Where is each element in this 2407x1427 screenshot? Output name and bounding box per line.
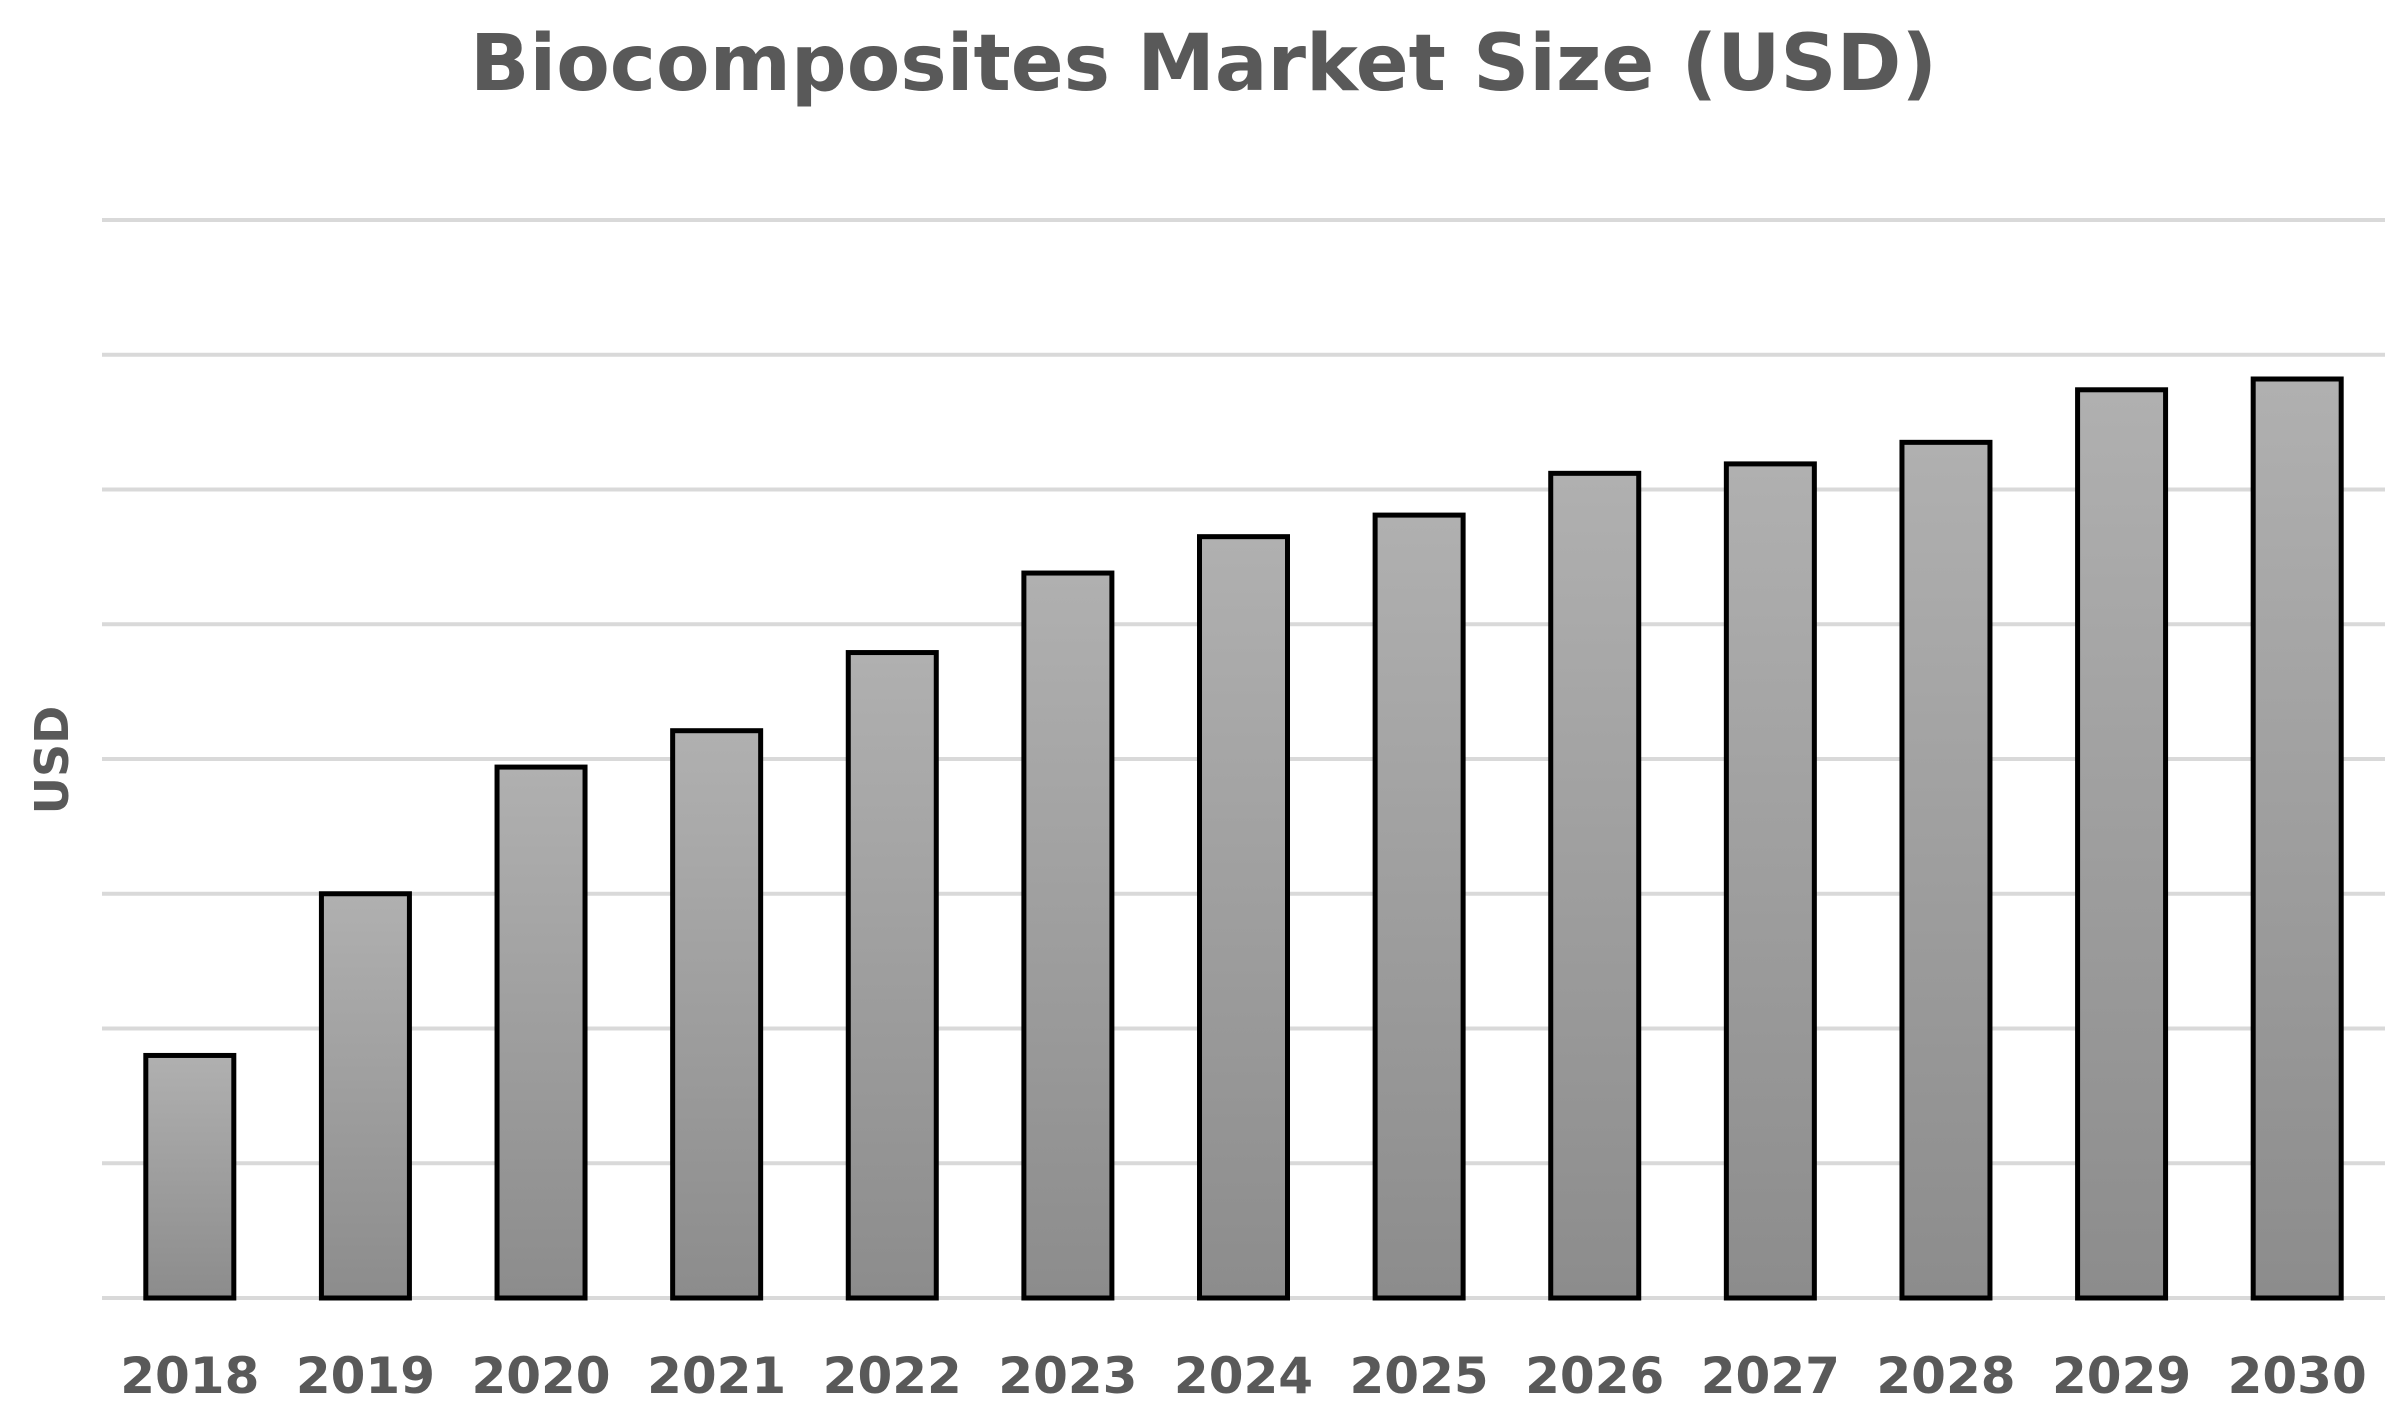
x-tick-label-2025: 2025 xyxy=(1350,1347,1489,1405)
y-axis-label: USD xyxy=(25,706,79,815)
bar-2026 xyxy=(1548,470,1642,1301)
x-axis-tick-labels: 2018 2019 2020 2021 2022 2023 2024 2025 2026 2027… xyxy=(120,1347,2367,1405)
x-tick-label-2029: 2029 xyxy=(2052,1347,2191,1405)
bar-2028 xyxy=(1899,439,1993,1301)
bar-2021 xyxy=(670,728,764,1301)
x-tick-label-2018: 2018 xyxy=(120,1347,259,1405)
x-tick-label-2019: 2019 xyxy=(296,1347,435,1405)
bar-2019 xyxy=(318,891,412,1301)
x-tick-label-2024: 2024 xyxy=(1174,1347,1313,1405)
bars xyxy=(143,376,2344,1301)
bar-2023 xyxy=(1021,570,1115,1301)
x-tick-label-2030: 2030 xyxy=(2228,1347,2367,1405)
bar-2027 xyxy=(1723,461,1817,1301)
bar-2020 xyxy=(494,764,588,1301)
bar-2030 xyxy=(2250,376,2344,1301)
x-tick-label-2020: 2020 xyxy=(471,1347,610,1405)
x-tick-label-2028: 2028 xyxy=(1876,1347,2015,1405)
x-tick-label-2026: 2026 xyxy=(1525,1347,1664,1405)
bar-2018 xyxy=(143,1052,237,1301)
x-tick-label-2022: 2022 xyxy=(823,1347,962,1405)
bar-2022 xyxy=(845,650,939,1301)
bar-2025 xyxy=(1372,512,1466,1301)
bar-2024 xyxy=(1197,534,1290,1301)
x-tick-label-2027: 2027 xyxy=(1701,1347,1840,1405)
x-tick-label-2023: 2023 xyxy=(998,1347,1137,1405)
chart-title: Biocomposites Market Size (USD) xyxy=(470,19,1937,109)
bar-2029 xyxy=(2075,387,2169,1301)
x-tick-label-2021: 2021 xyxy=(647,1347,786,1405)
